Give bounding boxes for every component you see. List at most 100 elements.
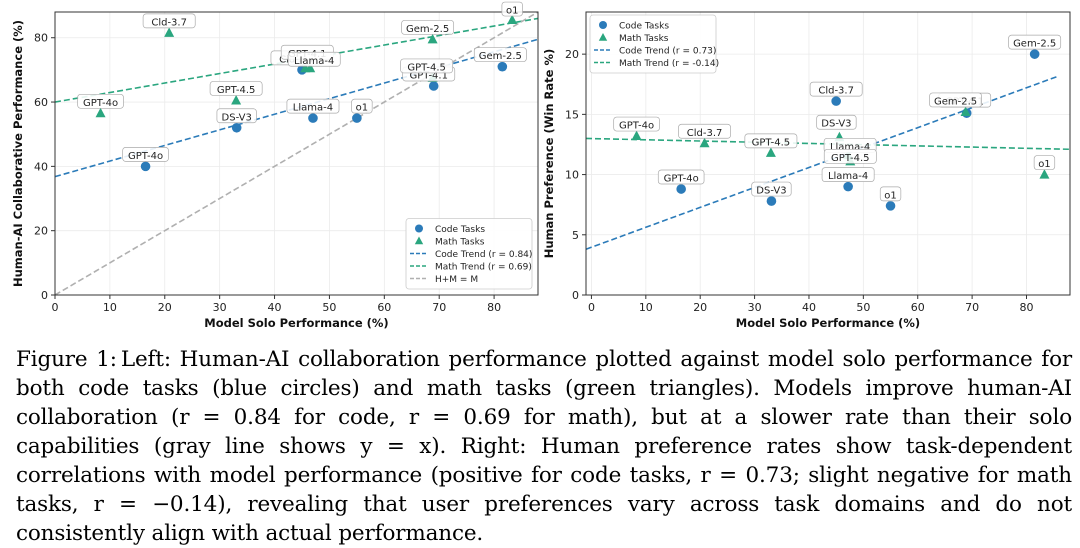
- x-tick-label: 40: [268, 301, 282, 314]
- x-axis-label: Model Solo Performance (%): [736, 316, 920, 330]
- figure: 0 10 20 30 40 50 60 70 80 0 20 40 60 80 Model Solo Per…: [11, 1, 1071, 330]
- caption-lead: Figure 1:: [16, 347, 117, 372]
- math-task-point: [631, 130, 642, 141]
- point-label: GPT-4.5: [217, 85, 255, 96]
- code-task-point: [140, 161, 151, 172]
- code-task-point: [885, 201, 896, 211]
- x-tick-label: 20: [158, 301, 172, 314]
- legend: Code Tasks Math Tasks Code Trend (r = 0.84…: [405, 218, 533, 290]
- point-label: Cld-3.7: [687, 128, 723, 139]
- y-axis-label: Human Preference (Win Rate %): [542, 49, 556, 259]
- legend-circle-marker: [415, 224, 423, 233]
- point-label-box: [209, 81, 263, 96]
- code-task-point: [831, 96, 841, 106]
- x-tick-label: 40: [802, 301, 816, 314]
- chart-right: 0 10 20 30 40 50 60 70 80 0 5 10 15 20 Model Solo Perf…: [542, 11, 1071, 330]
- x-tick-label: 30: [748, 301, 762, 314]
- point-label-box: [142, 13, 196, 29]
- y-tick-label: 0: [41, 289, 48, 302]
- x-tick-label: 70: [432, 301, 446, 314]
- x-tick-label: 50: [856, 301, 870, 314]
- legend-triangle-marker: [414, 236, 424, 245]
- x-axis-label: Model Solo Performance (%): [204, 316, 388, 330]
- point-label-box: [77, 93, 124, 109]
- legend-entry: Code Tasks: [435, 225, 485, 235]
- point-label-box: [678, 123, 731, 139]
- point-label: o1: [1038, 159, 1050, 170]
- legend-entry: Math Trend (r = 0.69): [435, 263, 532, 273]
- math-task-point: [1039, 169, 1050, 179]
- point-label-box: [400, 58, 454, 74]
- y-tick-label: 10: [565, 169, 579, 182]
- y-tick-label: 20: [565, 48, 579, 61]
- y-tick-label: 20: [34, 225, 48, 238]
- x-tick-label: 80: [487, 301, 501, 314]
- x-tick-label: 70: [965, 301, 979, 314]
- point-label-box: [816, 114, 857, 130]
- math-task-point: [231, 94, 242, 105]
- point-label: Gem-2.5: [406, 24, 449, 35]
- y-tick-label: 15: [565, 108, 579, 121]
- point-label-box: [879, 186, 902, 202]
- code-task-point: [308, 113, 318, 123]
- point-label: GPT-4.5: [407, 62, 445, 73]
- point-label: DS-V3: [756, 186, 786, 197]
- point-label: o1: [506, 6, 518, 17]
- point-label-box: [744, 133, 798, 149]
- legend-entry: Math Tasks: [435, 238, 485, 248]
- y-tick-label: 0: [572, 289, 579, 302]
- y-tick-label: 5: [572, 229, 579, 242]
- point-label: GPT-4o: [83, 98, 118, 109]
- x-tick-label: 0: [52, 301, 59, 314]
- point-label: GPT-4.1: [409, 70, 447, 81]
- point-label-box: [473, 47, 527, 63]
- point-label-box: [613, 116, 660, 132]
- code-task-point: [676, 184, 686, 194]
- math-task-point: [164, 27, 175, 37]
- point-label: Cld-3.7: [818, 86, 854, 97]
- math-task-point: [699, 137, 710, 148]
- point-label: DS-V3: [222, 112, 252, 123]
- point-label: GPT-4o: [619, 121, 654, 132]
- point-label: Llama-4: [828, 171, 868, 182]
- point-label-box: [501, 1, 523, 17]
- caption-body: Left: Human-AI collaboration performance…: [16, 347, 1073, 546]
- legend-entry: H+M = M: [435, 275, 478, 285]
- code-task-point: [843, 181, 853, 192]
- legend: Code Tasks Math Tasks Code Trend (r = 0.73…: [589, 14, 719, 74]
- point-label-box: [122, 147, 169, 162]
- point-label-box: [1033, 155, 1056, 170]
- trend-line: [54, 11, 539, 296]
- math-task-point: [507, 14, 518, 25]
- point-label: Gem-2.5: [479, 51, 522, 62]
- math-task-point: [95, 107, 106, 118]
- math-task-point: [960, 106, 971, 116]
- y-tick-label: 40: [34, 160, 48, 173]
- x-tick-label: 20: [693, 301, 707, 314]
- point-label: GPT-4.5: [831, 153, 869, 164]
- math-task-point: [305, 62, 316, 73]
- point-label-box: [216, 108, 257, 124]
- point-label-box: [929, 92, 982, 108]
- point-label-box: [1008, 34, 1062, 50]
- point-label: Gem-2.5: [1013, 39, 1056, 50]
- point-label-box: [401, 19, 455, 35]
- point-label: Gem-2.5: [934, 96, 977, 107]
- legend-entry: Code Trend (r = 0.84): [435, 250, 532, 260]
- code-task-point: [1029, 49, 1040, 59]
- point-label-box: [287, 51, 341, 67]
- math-task-point: [765, 147, 776, 157]
- point-label: Llama-4: [294, 56, 334, 67]
- legend-entry: Math Trend (r = -0.14): [619, 59, 719, 69]
- code-task-point: [352, 113, 362, 123]
- plot-frame: [585, 11, 1071, 296]
- legend-triangle-marker: [598, 33, 608, 41]
- math-task-point: [427, 33, 438, 44]
- x-tick-label: 10: [639, 301, 653, 314]
- point-label: DS-V3: [821, 119, 851, 130]
- legend-box: [405, 218, 533, 290]
- point-label-box: [809, 81, 863, 97]
- legend-box: [589, 14, 717, 74]
- point-label: GPT-4o: [128, 151, 163, 162]
